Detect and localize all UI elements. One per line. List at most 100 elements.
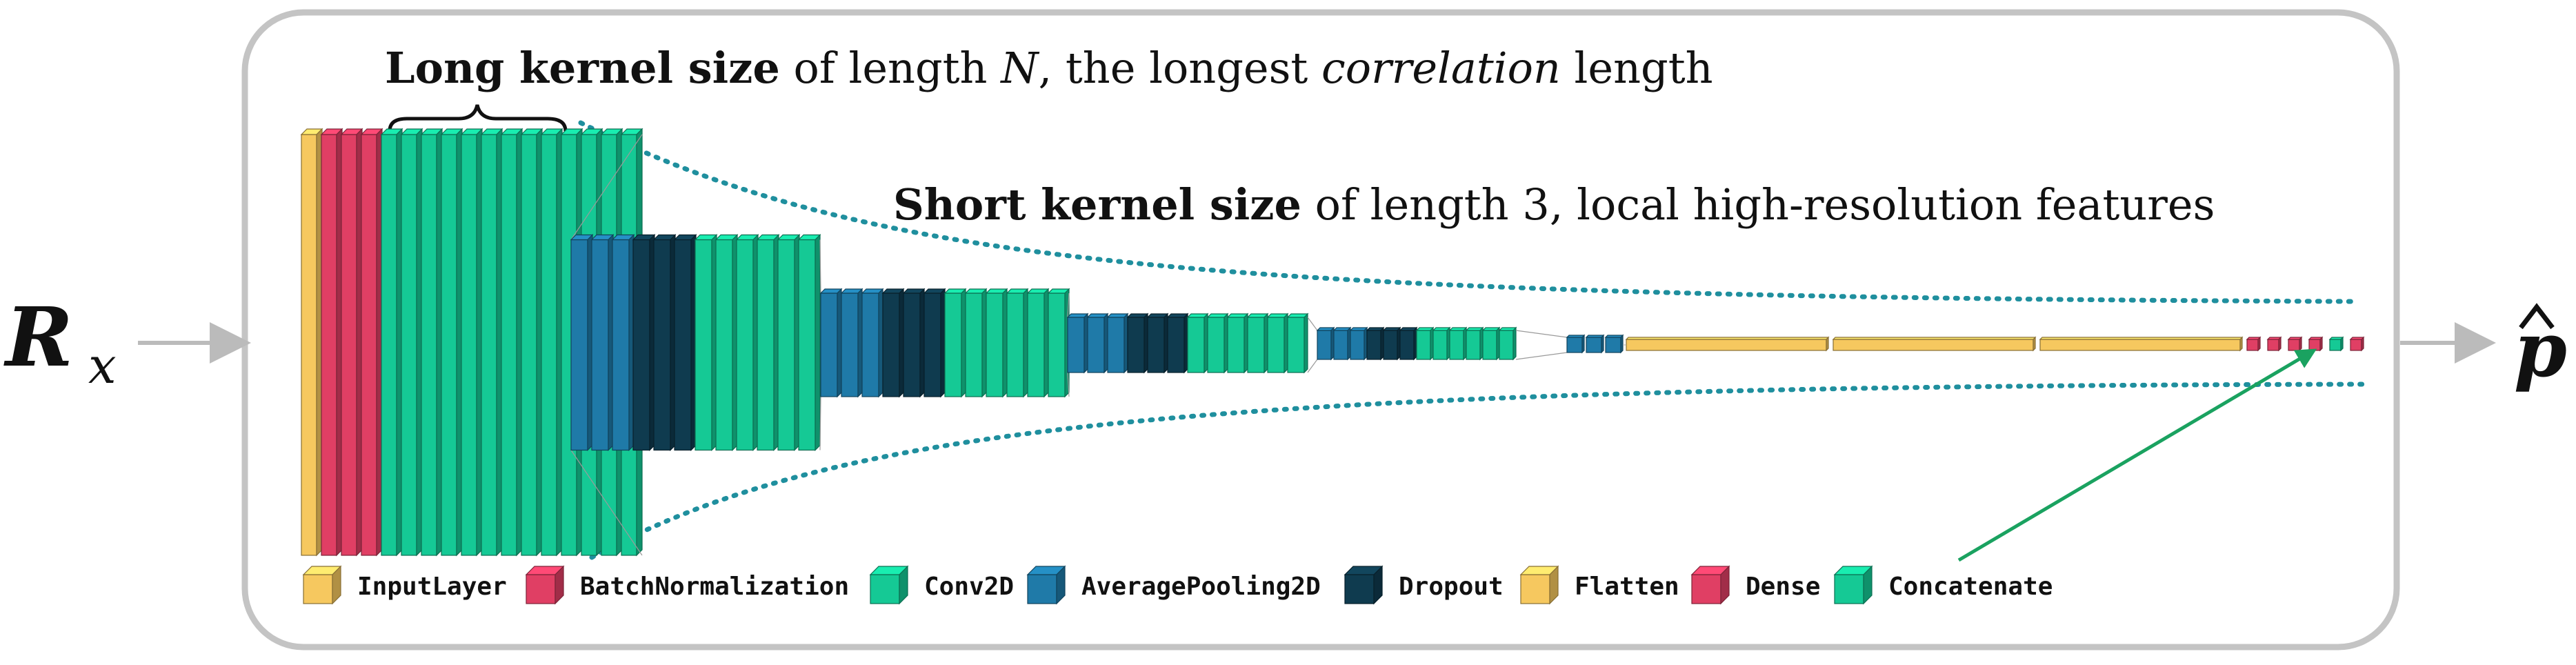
legend: InputLayer BatchNormalization Conv2D Averag… xyxy=(302,565,2053,605)
layer-conv2d xyxy=(1415,326,1435,361)
concatenate-pointer-arrow xyxy=(1957,348,2317,562)
layer-stage-7 xyxy=(1623,336,2365,352)
legend-item-averagepooling2d: AveragePooling2D xyxy=(1026,565,1321,605)
layer-conv2d xyxy=(694,234,718,451)
layer-dropout xyxy=(673,234,697,451)
layer-conv2d xyxy=(1026,288,1050,398)
layer-dense xyxy=(2266,336,2282,352)
dotted-curve-bottom xyxy=(589,381,2368,560)
layer-dense xyxy=(2308,336,2324,352)
legend-label: AveragePooling2D xyxy=(1081,573,1321,601)
stage-connector-top xyxy=(1515,330,1568,338)
layer-flatten xyxy=(2039,336,2244,352)
layer-averagepooling2d xyxy=(1349,326,1368,361)
output-hat-icon xyxy=(2519,303,2555,330)
legend-label: Dense xyxy=(1746,573,1820,601)
layer-averagepooling2d xyxy=(590,234,615,451)
layer-conv2d xyxy=(964,288,988,398)
layer-concatenate xyxy=(2328,336,2344,352)
layer-averagepooling2d xyxy=(819,288,843,398)
legend-item-dropout: Dropout xyxy=(1344,565,1504,605)
layer-conv2d xyxy=(480,128,503,557)
layer-conv2d xyxy=(756,234,780,451)
layer-dense xyxy=(2349,336,2365,352)
layer-conv2d xyxy=(400,128,423,557)
layer-conv2d xyxy=(943,288,967,398)
legend-swatch xyxy=(1344,565,1384,605)
layer-dropout xyxy=(1166,312,1189,374)
layer-conv2d xyxy=(420,128,443,557)
annotation-short-bold: Short kernel size xyxy=(893,179,1301,230)
layer-dropout xyxy=(1366,326,1385,361)
layer-conv2d xyxy=(1266,312,1289,374)
layer-stage-4 xyxy=(1066,292,1309,397)
long-kernel-brace xyxy=(388,104,568,132)
dotted-curve-top xyxy=(578,120,2355,304)
layer-conv2d xyxy=(1186,312,1209,374)
layer-batchnormalization xyxy=(320,128,343,557)
layer-flatten xyxy=(1832,336,2037,352)
layer-conv2d xyxy=(1465,326,1484,361)
input-symbol-subscript: x xyxy=(88,337,117,395)
layer-batchnormalization xyxy=(340,128,363,557)
stage-connector-bottom xyxy=(1515,352,1568,360)
legend-swatch xyxy=(1833,565,1873,605)
layer-averagepooling2d xyxy=(1604,334,1624,354)
stage-connector-bottom xyxy=(1307,359,1318,373)
layer-conv2d xyxy=(1286,312,1309,374)
annotation-long-var: N xyxy=(999,43,1040,93)
layer-conv2d xyxy=(1226,312,1249,374)
layer-averagepooling2d xyxy=(1316,326,1335,361)
layer-conv2d xyxy=(460,128,483,557)
layer-averagepooling2d xyxy=(1066,312,1089,374)
input-symbol: R x xyxy=(3,289,117,395)
layer-conv2d xyxy=(735,234,759,451)
annotation-long-kernel: Long kernel size of length N, the longes… xyxy=(385,43,1713,93)
layer-averagepooling2d xyxy=(1332,326,1352,361)
legend-swatch xyxy=(869,565,909,605)
layer-conv2d xyxy=(1047,288,1070,398)
layer-conv2d xyxy=(1448,326,1468,361)
stage-connector-top xyxy=(1307,317,1318,331)
output-symbol-main: p xyxy=(2514,305,2567,394)
layer-stage-5 xyxy=(1307,317,1517,373)
layer-dropout xyxy=(902,288,926,398)
input-symbol-main: R xyxy=(3,289,73,385)
legend-item-flatten: Flatten xyxy=(1519,565,1679,605)
layer-dropout xyxy=(1126,312,1149,374)
layer-stage-6 xyxy=(1515,330,1624,360)
layer-conv2d xyxy=(1481,326,1501,361)
stage-connector-top xyxy=(1067,292,1070,318)
layer-stack xyxy=(300,128,2365,557)
legend-swatch xyxy=(1690,565,1730,605)
layer-inputlayer xyxy=(300,128,323,557)
legend-swatch xyxy=(525,565,565,605)
annotation-long-ital: correlation xyxy=(1321,43,1561,93)
layer-dropout xyxy=(881,288,905,398)
layer-conv2d xyxy=(797,234,821,451)
layer-conv2d xyxy=(1246,312,1269,374)
layer-dense xyxy=(2287,336,2303,352)
stage-connector-top xyxy=(819,239,821,294)
layer-dense xyxy=(2246,336,2262,352)
legend-label: Flatten xyxy=(1575,573,1679,601)
layer-stage-2 xyxy=(570,134,821,556)
layer-flatten xyxy=(1625,336,1830,352)
layer-dropout xyxy=(1146,312,1169,374)
legend-swatch xyxy=(1026,565,1066,605)
stage-connector-bottom xyxy=(1067,372,1070,397)
layer-averagepooling2d xyxy=(1106,312,1129,374)
layer-averagepooling2d xyxy=(840,288,863,398)
output-symbol: p xyxy=(2514,303,2567,394)
layer-conv2d xyxy=(985,288,1008,398)
annotation-long-bold: Long kernel size xyxy=(385,43,780,93)
layer-conv2d xyxy=(715,234,739,451)
layer-conv2d xyxy=(777,234,801,451)
layer-dropout xyxy=(632,234,656,451)
layer-averagepooling2d xyxy=(611,234,635,451)
layer-dropout xyxy=(1382,326,1401,361)
layer-averagepooling2d xyxy=(1585,334,1605,354)
legend-label: InputLayer xyxy=(357,573,507,601)
annotation-long-mid: , the longest xyxy=(1038,43,1321,93)
